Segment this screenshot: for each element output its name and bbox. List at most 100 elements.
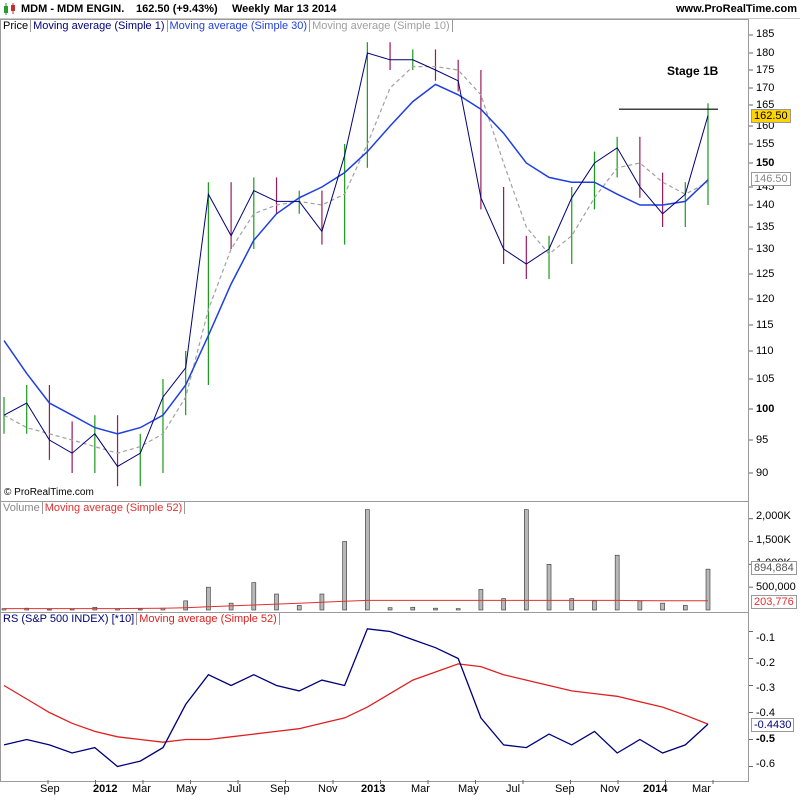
rs-tick: -0.2 [756,657,775,669]
volume-bar [705,568,711,611]
volume-bar [501,598,506,611]
legend-rs-ma: Moving average (Simple 52) [137,613,280,625]
price-tick: 100 [756,403,775,415]
x-label: Sep [270,783,290,795]
price-tick: 125 [756,268,775,280]
volume-bar [342,541,347,611]
volume-bar [546,564,552,611]
x-label: May [176,783,197,795]
price-tick: 165 [756,99,775,111]
last-price-badge: 162.50 [751,109,791,123]
period-label: Weekly [232,3,270,15]
price-tick: 130 [756,243,775,255]
x-label: Nov [600,783,620,795]
copyright-label: © ProRealTime.com [4,487,94,498]
x-label: Jul [506,783,521,795]
price-tick: 115 [756,319,774,331]
volume-bar [614,554,620,611]
rs-tick: -0.1 [756,632,775,644]
stage-annotation: Stage 1B [667,64,719,78]
volume-last-badge: 894,884 [751,561,797,575]
price-tick: 90 [756,467,769,479]
chart-header: MDM - MDM ENGIN. 162.50 (+9.43%) Weekly … [0,0,800,19]
ma1-line [3,52,709,468]
price-tick: 150 [756,157,775,169]
site-label: www.ProRealTime.com [676,3,798,15]
x-label: 2014 [643,783,668,795]
volume-bar [433,607,438,611]
x-label: Sep [555,783,575,795]
legend-ma30: Moving average (Simple 30) [167,20,311,32]
ma30-line [3,83,709,435]
rs-panel[interactable] [0,612,749,782]
legend-vol-ma: Moving average (Simple 52) [42,502,186,514]
x-label: Nov [318,783,338,795]
rs-line [3,628,709,768]
price-tick: 160 [756,120,775,132]
legend-ma1: Moving average (Simple 1) [31,20,168,32]
price-tick: 185 [756,28,775,40]
volume-bar [660,602,665,611]
volume-bar [524,509,529,611]
volume-bar [296,605,302,611]
symbol-title: MDM - MDM ENGIN. [21,3,125,15]
legend-ma10: Moving average (Simple 10) [310,20,453,32]
volume-legend: Volume Moving average (Simple 52) [1,502,186,514]
volume-bar [365,509,370,611]
rs-last-badge: -0.4430 [751,718,795,732]
volume-tick: 1,500K [756,534,791,546]
x-label: Mar [692,783,711,795]
legend-price: Price [1,20,32,32]
volume-bar [478,589,484,611]
x-label: May [458,783,479,795]
volume-bar [206,586,211,611]
volume-tick: 2,000K [756,510,791,522]
rs-legend: RS (S&P 500 INDEX) [*10] Moving average (… [1,613,280,625]
rs-tick: -0.4 [756,707,775,719]
price-tick: 140 [756,199,775,211]
price-tick: 180 [756,47,775,59]
volume-bar [455,608,461,611]
volume-bar [410,606,416,611]
price-tick: 110 [756,345,774,357]
price-legend: Price Moving average (Simple 1) Moving ave… [1,20,453,32]
price-tick: 170 [756,82,775,94]
date-label: Mar 13 2014 [274,3,337,15]
volume-tick: 500,000 [756,581,796,593]
legend-volume: Volume [1,502,43,514]
volume-bar [183,600,188,611]
quote-value: 162.50 (+9.43%) [136,3,218,15]
price-tick: 120 [756,293,775,305]
volume-ma-line [4,599,708,610]
x-label: 2012 [93,783,118,795]
volume-panel[interactable] [0,501,749,613]
volume-bar [592,600,597,611]
rs-ma-line [3,663,709,743]
price-tick: 155 [756,138,775,150]
volume-bar [569,598,575,611]
price-tick: 95 [756,434,769,446]
x-label: Mar [411,783,430,795]
price-panel[interactable] [0,19,749,502]
legend-rs: RS (S&P 500 INDEX) [*10] [1,613,138,625]
volume-bar [251,582,257,611]
rs-tick: -0.5 [756,733,775,745]
rs-tick: -0.6 [756,758,775,770]
price-tick: 175 [756,64,775,76]
price-tick: 135 [756,221,775,233]
candlestick-logo-icon [4,3,15,15]
x-label: Mar [132,783,151,795]
price-tick: 105 [756,373,775,385]
volume-ma-badge: 203,776 [751,595,797,609]
x-label: Jul [227,783,242,795]
x-label: 2013 [361,783,386,795]
x-label: Sep [40,783,60,795]
ma30-badge: 146.50 [751,172,791,186]
volume-bar [137,608,143,611]
volume-bar [47,608,52,611]
rs-tick: -0.3 [756,682,775,694]
volume-bar [387,607,393,611]
volume-bar [637,600,643,611]
volume-bar [274,593,279,611]
